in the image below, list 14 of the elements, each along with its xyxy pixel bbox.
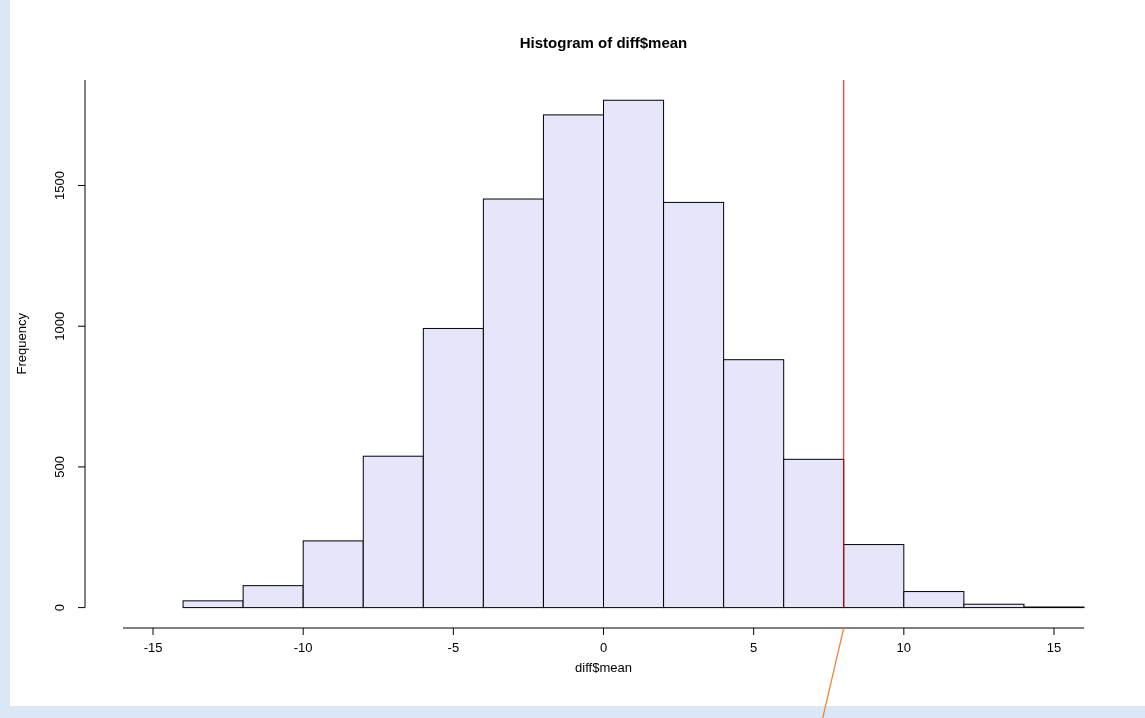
x-tick-label: -15 [143,640,163,655]
x-tick-label: 0 [599,640,608,655]
x-tick-label: 10 [896,640,912,655]
y-axis-title: Frequency [14,312,29,375]
x-axis-title: diff$mean [575,660,632,675]
y-tick-label: 1000 [52,311,67,341]
x-tick-label: -5 [447,640,460,655]
x-tick-label: 5 [750,640,758,655]
x-tick-label: 15 [1046,640,1062,655]
y-tick-label: 1500 [52,171,67,200]
y-tick-label: 500 [52,456,67,478]
x-tick-label: -10 [293,640,313,655]
chart-title: Histogram of diff$mean [519,34,688,51]
y-tick-label: 0 [52,603,67,612]
